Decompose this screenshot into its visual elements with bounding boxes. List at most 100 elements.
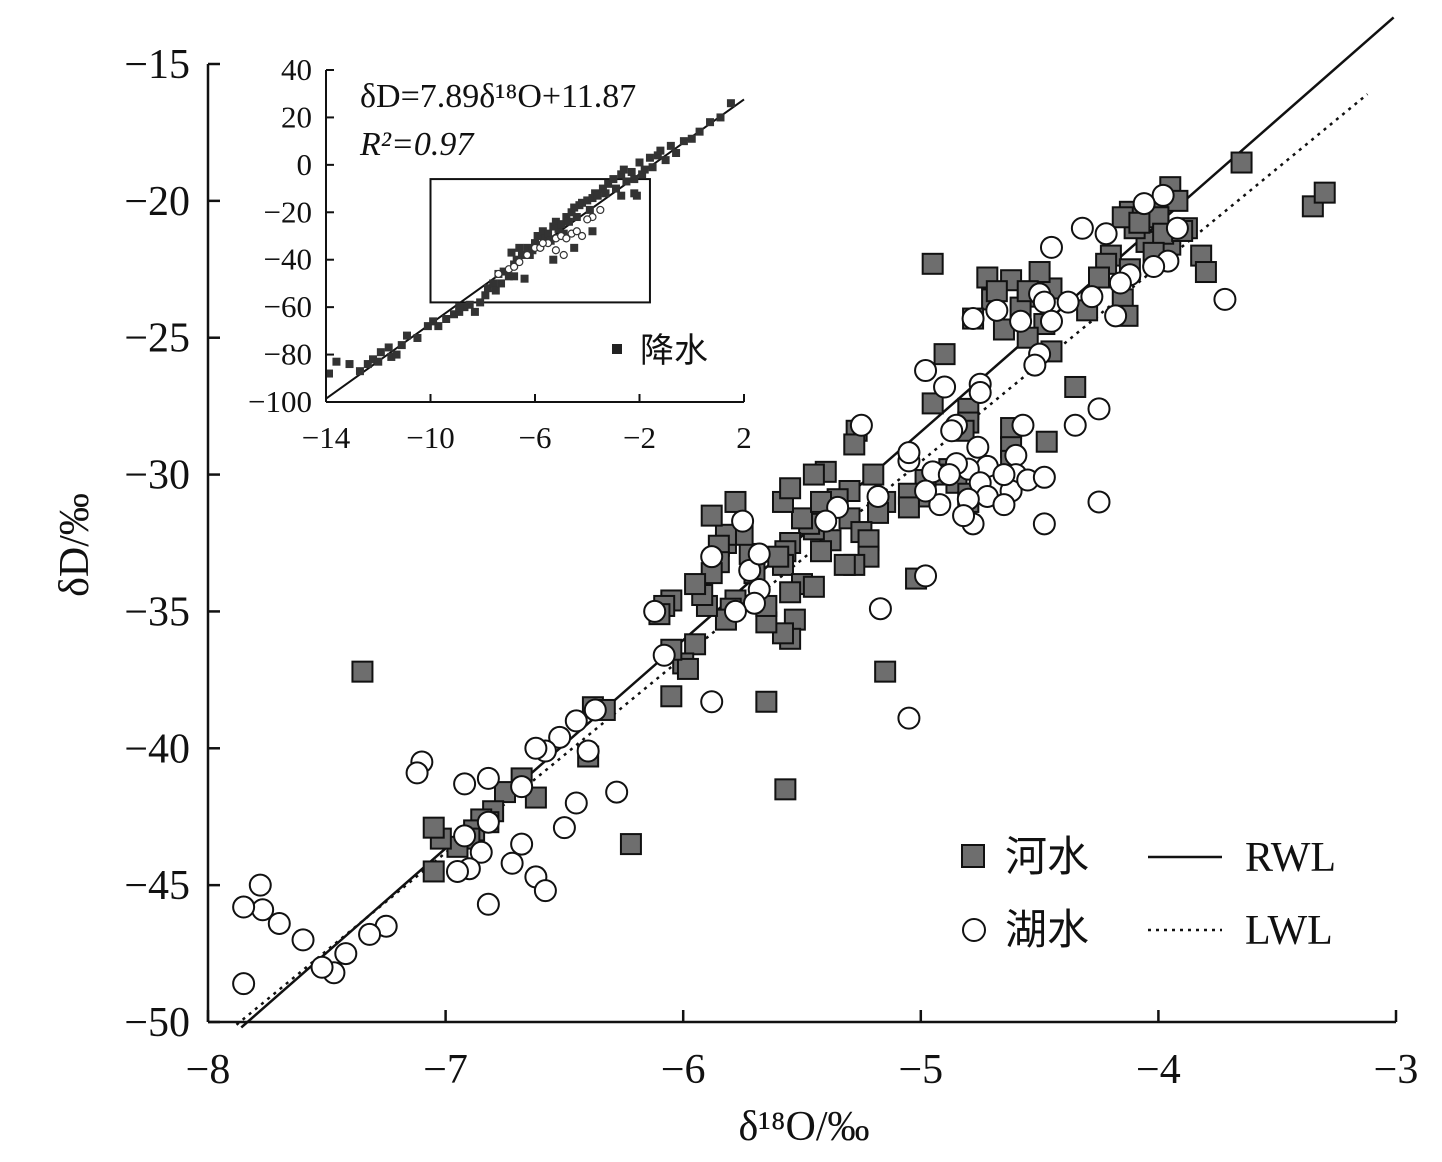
lake-water-point — [968, 380, 992, 404]
precipitation-point — [392, 350, 401, 359]
river-water-point — [422, 816, 445, 839]
precipitation-point — [562, 213, 571, 222]
precipitation-point — [588, 194, 597, 203]
precipitation-point — [429, 317, 438, 326]
precipitation-point — [455, 303, 464, 312]
river-water-point — [684, 573, 707, 596]
lake-water-point — [1004, 443, 1028, 467]
lake-water-point — [334, 942, 358, 966]
lake-water-point — [564, 709, 588, 733]
precipitation-point — [585, 205, 594, 214]
y-axis-label: δD/‰ — [52, 493, 98, 597]
precipitation-point — [520, 274, 529, 283]
inset-y-tick-label: −60 — [264, 289, 312, 324]
lake-water-point — [961, 307, 985, 331]
river-water-point — [684, 633, 707, 656]
precipitation-point — [695, 127, 704, 136]
precipitation-point — [549, 222, 558, 231]
river-water-point — [1194, 261, 1217, 284]
inset-x-tick-label: −14 — [302, 420, 351, 455]
lake-water-point — [605, 780, 629, 804]
lake-water-point — [952, 504, 976, 528]
lake-water-point — [1063, 413, 1087, 437]
precipitation-point — [387, 352, 396, 361]
lake-water-point — [453, 772, 477, 796]
river-water-point — [767, 545, 790, 568]
precipitation-point — [481, 291, 490, 300]
main-axes: −8 −7 −6 −5 −4 −3−50−45−40−35−30−25−20−15 — [124, 42, 1418, 1093]
lake-water-point — [700, 690, 724, 714]
inset-content — [325, 98, 745, 400]
y-tick-label: −40 — [124, 726, 190, 772]
precipitation-point — [489, 279, 498, 288]
precipitation-point — [601, 189, 610, 198]
inset-r2-label: R²=0.97 — [359, 126, 475, 163]
precipitation-point — [557, 220, 566, 229]
precipitation-point — [499, 267, 508, 276]
river-water-point — [1313, 181, 1336, 204]
x-axis-label: δ¹⁸O/‰ — [738, 1104, 869, 1150]
lake-water-point — [1104, 304, 1128, 328]
lake-water-point — [1165, 216, 1189, 240]
lake-water-point — [1142, 255, 1166, 279]
precipitation-point — [570, 243, 579, 252]
inset-y-tick-label: −20 — [264, 194, 312, 229]
inset-lake-point — [515, 257, 524, 267]
precipitation-point — [630, 189, 639, 198]
lake-water-point — [1087, 490, 1111, 514]
legend-label-river: 河水 — [1005, 835, 1089, 881]
lake-water-point — [1009, 309, 1033, 333]
lake-water-point — [1023, 353, 1047, 377]
lake-water-point — [992, 493, 1016, 517]
lake-water-point — [1151, 183, 1175, 207]
precipitation-point — [648, 163, 657, 172]
y-tick-label: −15 — [124, 42, 190, 88]
lake-water-point — [552, 816, 576, 840]
inset-lake-point — [577, 231, 587, 241]
precipitation-point — [515, 243, 524, 252]
precipitation-point — [687, 134, 696, 143]
precipitation-point — [564, 217, 573, 226]
precipitation-point — [549, 255, 558, 264]
precipitation-point — [611, 184, 620, 193]
precipitation-point — [627, 167, 636, 176]
lake-water-point — [1039, 309, 1063, 333]
x-tick-label: −5 — [898, 1047, 943, 1093]
lake-water-point — [914, 564, 938, 588]
lake-water-point — [940, 419, 964, 443]
precipitation-point — [593, 191, 602, 200]
river-water-point — [779, 581, 802, 604]
precipitation-point — [609, 175, 618, 184]
lake-water-point — [548, 725, 572, 749]
inset-legend-marker-precip — [612, 344, 622, 354]
river-water-point — [422, 860, 445, 883]
precipitation-point — [497, 279, 506, 288]
legend-marker-river — [961, 844, 985, 868]
precipitation-point — [598, 184, 607, 193]
lake-water-point — [1080, 285, 1104, 309]
lake-water-point — [405, 761, 429, 785]
inset-y-tick-label: −40 — [264, 242, 312, 277]
inset-zoom-box — [429, 178, 651, 304]
x-tick-label: −8 — [186, 1047, 231, 1093]
lake-water-point — [928, 493, 952, 517]
precipitation-point — [531, 239, 539, 248]
legend-label-lake: 湖水 — [1005, 908, 1089, 954]
river-water-point — [802, 463, 825, 486]
lake-water-point — [500, 851, 524, 875]
precipitation-point — [363, 360, 372, 369]
inset-axes: −14 −10 −6 −2 2 −100 −80 −60 −40 −20 0 20 40 — [248, 52, 752, 455]
lake-water-point — [992, 463, 1016, 487]
precipitation-point — [533, 232, 542, 240]
inset-lake-point — [596, 205, 605, 215]
lake-water-point — [583, 698, 607, 722]
lake-water-point — [914, 479, 938, 503]
river-water-point — [1088, 266, 1110, 289]
precipitation-point — [583, 196, 592, 205]
precipitation-point — [679, 137, 688, 146]
lake-water-point — [700, 545, 724, 569]
precipitation-point — [653, 151, 662, 160]
precipitation-point — [619, 165, 628, 174]
precipitation-point — [413, 333, 422, 342]
lake-water-point — [868, 597, 892, 621]
